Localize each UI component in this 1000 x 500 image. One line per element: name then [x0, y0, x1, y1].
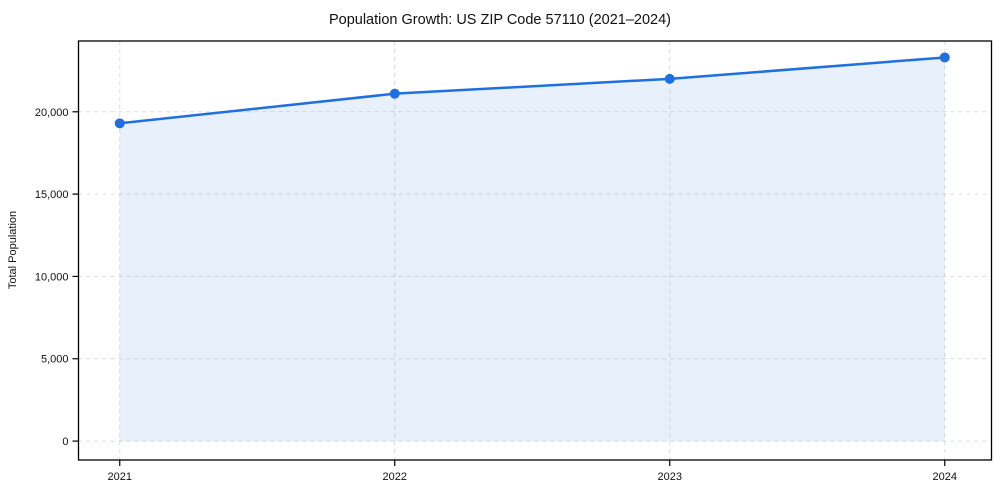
- y-tick-label: 0: [62, 436, 68, 448]
- x-tick-label: 2024: [933, 471, 957, 483]
- data-point-marker: [939, 52, 950, 63]
- y-tick-label: 15,000: [35, 189, 69, 201]
- x-tick-label: 2021: [108, 471, 132, 483]
- chart-title: Population Growth: US ZIP Code 57110 (20…: [328, 12, 672, 28]
- data-point-marker: [114, 118, 125, 129]
- data-point-marker: [389, 88, 400, 99]
- data-point-marker: [664, 73, 675, 84]
- series-line: [118, 56, 946, 125]
- y-tick-label: 20,000: [35, 107, 69, 119]
- y-tick-label: 10,000: [35, 271, 69, 283]
- x-tick-label: 2023: [658, 471, 682, 483]
- y-tick-label: 5,000: [41, 354, 69, 366]
- area-fill: [119, 57, 945, 442]
- plot-border: [77, 40, 993, 461]
- x-tick-label: 2022: [383, 471, 407, 483]
